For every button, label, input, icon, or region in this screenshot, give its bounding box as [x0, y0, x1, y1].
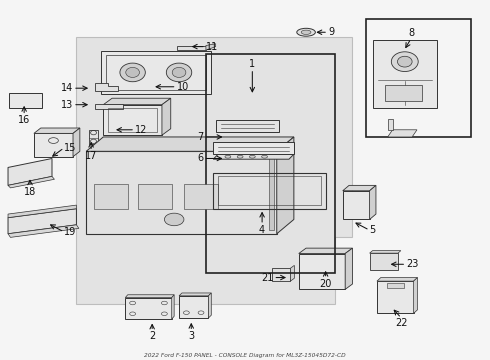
Polygon shape	[103, 98, 171, 105]
Text: 12: 12	[135, 125, 147, 135]
Text: 20: 20	[319, 279, 332, 289]
Polygon shape	[369, 185, 376, 220]
Polygon shape	[373, 40, 437, 108]
Ellipse shape	[172, 67, 186, 77]
Text: 6: 6	[197, 153, 203, 163]
Text: 2: 2	[149, 331, 155, 341]
Ellipse shape	[249, 155, 255, 158]
Bar	[206, 54, 335, 273]
Polygon shape	[179, 293, 211, 296]
Bar	[94, 184, 128, 209]
Polygon shape	[95, 104, 123, 109]
Bar	[184, 184, 218, 209]
Text: 1: 1	[249, 59, 255, 69]
Text: 9: 9	[328, 27, 334, 37]
Polygon shape	[8, 158, 52, 185]
Polygon shape	[8, 225, 79, 237]
Ellipse shape	[262, 155, 268, 158]
Polygon shape	[385, 85, 422, 101]
Polygon shape	[377, 278, 417, 281]
Ellipse shape	[166, 63, 192, 82]
Text: 4: 4	[259, 225, 265, 235]
Ellipse shape	[397, 56, 412, 67]
Text: 18: 18	[24, 187, 36, 197]
Polygon shape	[414, 278, 417, 314]
Ellipse shape	[237, 155, 243, 158]
Text: 3: 3	[188, 331, 195, 341]
Polygon shape	[343, 191, 369, 220]
Ellipse shape	[164, 213, 184, 226]
Polygon shape	[291, 265, 294, 281]
Ellipse shape	[297, 28, 316, 36]
Polygon shape	[299, 248, 352, 253]
Polygon shape	[213, 142, 294, 154]
Bar	[366, 19, 471, 137]
Text: 17: 17	[85, 151, 98, 161]
Polygon shape	[206, 44, 216, 50]
Polygon shape	[9, 93, 42, 108]
Text: 5: 5	[369, 225, 376, 235]
Text: 7: 7	[197, 132, 203, 142]
Polygon shape	[8, 176, 54, 188]
Polygon shape	[125, 295, 174, 298]
Ellipse shape	[392, 52, 418, 72]
Polygon shape	[377, 281, 414, 314]
Ellipse shape	[301, 30, 311, 35]
Polygon shape	[8, 209, 76, 234]
Polygon shape	[179, 296, 208, 318]
Text: 15: 15	[64, 143, 76, 153]
Polygon shape	[213, 154, 294, 159]
Polygon shape	[95, 83, 118, 91]
Polygon shape	[388, 130, 417, 137]
Polygon shape	[86, 137, 294, 151]
Polygon shape	[8, 205, 76, 218]
Polygon shape	[345, 248, 352, 289]
Polygon shape	[343, 185, 376, 191]
Polygon shape	[172, 295, 174, 319]
Polygon shape	[34, 128, 80, 134]
Text: 21: 21	[261, 273, 273, 283]
Ellipse shape	[126, 67, 140, 77]
Polygon shape	[34, 134, 73, 157]
Bar	[108, 108, 157, 132]
Polygon shape	[299, 253, 345, 289]
Text: 16: 16	[18, 116, 30, 125]
Ellipse shape	[225, 155, 231, 158]
Polygon shape	[369, 253, 398, 270]
Text: 13: 13	[61, 100, 73, 110]
Polygon shape	[176, 45, 206, 50]
Polygon shape	[277, 137, 294, 234]
Text: 10: 10	[176, 82, 189, 92]
Polygon shape	[270, 155, 274, 230]
Polygon shape	[388, 119, 392, 130]
Ellipse shape	[120, 63, 146, 82]
Polygon shape	[76, 37, 352, 304]
Polygon shape	[103, 105, 162, 135]
Text: 23: 23	[406, 259, 418, 269]
Polygon shape	[272, 268, 291, 281]
Text: 22: 22	[395, 318, 408, 328]
Text: 8: 8	[408, 28, 414, 39]
Bar	[138, 184, 172, 209]
Polygon shape	[387, 283, 404, 288]
Text: 2022 Ford F-150 PANEL - CONSOLE Diagram for ML3Z-15045D72-CD: 2022 Ford F-150 PANEL - CONSOLE Diagram …	[144, 352, 346, 357]
Text: 11: 11	[206, 42, 218, 51]
Polygon shape	[162, 98, 171, 135]
Text: 19: 19	[64, 227, 76, 237]
Polygon shape	[208, 293, 211, 318]
Polygon shape	[369, 251, 401, 253]
Polygon shape	[73, 128, 80, 157]
Polygon shape	[86, 151, 277, 234]
Text: 14: 14	[61, 83, 73, 93]
Polygon shape	[101, 51, 211, 94]
Polygon shape	[125, 298, 172, 319]
